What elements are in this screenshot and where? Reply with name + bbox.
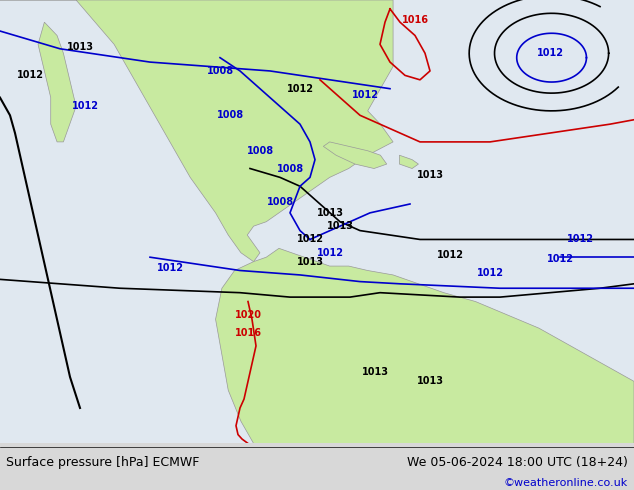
Text: 1008: 1008 (216, 110, 243, 121)
Text: 1012: 1012 (547, 254, 574, 265)
Text: 1012: 1012 (287, 84, 313, 94)
Text: We 05-06-2024 18:00 UTC (18+24): We 05-06-2024 18:00 UTC (18+24) (407, 456, 628, 468)
Text: 1012: 1012 (477, 268, 503, 278)
Text: 1013: 1013 (361, 368, 389, 377)
Text: 1012: 1012 (297, 234, 323, 245)
Polygon shape (399, 155, 418, 169)
Text: 1013: 1013 (417, 376, 444, 387)
Text: 1016: 1016 (401, 15, 429, 24)
Text: 1008: 1008 (207, 66, 233, 76)
Polygon shape (38, 22, 76, 142)
Text: 1008: 1008 (266, 197, 294, 207)
Text: 1012: 1012 (567, 234, 593, 245)
Polygon shape (323, 142, 387, 169)
Text: 1012: 1012 (536, 48, 564, 58)
Text: 1008: 1008 (247, 146, 273, 156)
Text: 1013: 1013 (327, 221, 354, 231)
Text: 1012: 1012 (72, 101, 98, 111)
Polygon shape (216, 248, 634, 443)
Text: 1013: 1013 (316, 208, 344, 218)
Text: 1012: 1012 (316, 248, 344, 258)
Text: 1016: 1016 (235, 328, 261, 338)
Text: 1012: 1012 (436, 250, 463, 260)
Text: 1013: 1013 (297, 257, 323, 267)
Text: ©weatheronline.co.uk: ©weatheronline.co.uk (503, 478, 628, 488)
Text: 1020: 1020 (235, 310, 261, 320)
Polygon shape (0, 0, 393, 262)
Text: Surface pressure [hPa] ECMWF: Surface pressure [hPa] ECMWF (6, 456, 200, 468)
Text: 1012: 1012 (157, 263, 183, 273)
Text: 1012: 1012 (351, 90, 378, 100)
Text: 1013: 1013 (67, 42, 93, 51)
Text: 1008: 1008 (276, 164, 304, 173)
Text: 1013: 1013 (417, 170, 444, 180)
Text: 1012: 1012 (16, 71, 44, 80)
